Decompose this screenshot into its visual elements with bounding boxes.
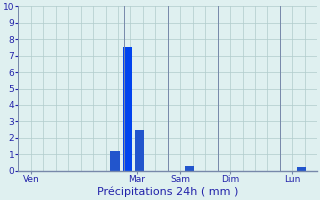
X-axis label: Précipitations 24h ( mm ): Précipitations 24h ( mm ): [97, 187, 238, 197]
Bar: [123, 47, 132, 171]
Bar: [110, 151, 120, 171]
Bar: [135, 130, 145, 171]
Bar: [297, 167, 306, 171]
Bar: [185, 166, 194, 171]
